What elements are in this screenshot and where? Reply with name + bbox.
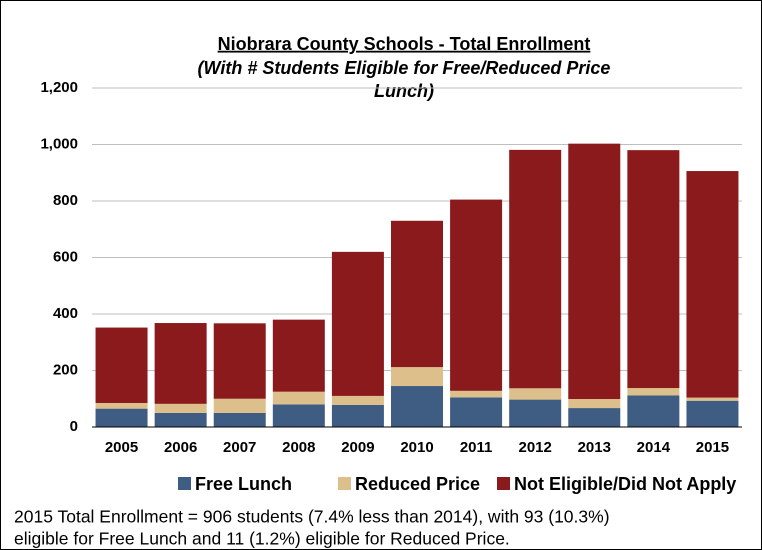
bar-segment [686,397,739,401]
legend-label: Not Eligible/Did Not Apply [514,474,736,494]
x-tick-label: 2008 [282,439,315,456]
legend-label: Free Lunch [195,474,292,494]
x-tick-label: 2013 [578,439,611,456]
bar-segment [450,199,503,391]
y-tick-label: 600 [53,248,78,265]
bar-segment [331,404,384,427]
bar-segment [154,403,207,413]
bar-segment [213,412,266,427]
bar-segment [509,149,562,389]
x-tick-label: 2012 [518,439,551,456]
bar-segment [391,220,443,368]
x-tick-label: 2014 [637,439,671,456]
bar-segment [95,327,148,403]
bar-segment [272,391,325,405]
x-tick-label: 2005 [105,439,138,456]
bar-segment [391,386,443,427]
y-tick-label: 1,000 [40,135,78,152]
bar-segment [213,323,266,399]
bar-segment [331,395,384,405]
bar-segment [627,150,680,389]
bar-segment [154,412,207,427]
chart-subtitle: (With # Students Eligible for Free/Reduc… [198,58,611,78]
bar-segment [686,171,739,398]
x-tick-label: 2009 [341,439,374,456]
bar-segment [627,395,680,427]
legend-swatch [338,477,351,490]
x-tick-label: 2006 [164,439,197,456]
x-tick-label: 2010 [400,439,433,456]
legend-label: Reduced Price [355,474,480,494]
bar-segment [450,390,503,398]
footnote: eligible for Free Lunch and 11 (1.2%) el… [14,529,510,549]
bar-segment [568,408,621,427]
y-tick-label: 400 [53,305,78,322]
y-tick-label: 800 [53,192,78,209]
footnote: 2015 Total Enrollment = 906 students (7.… [14,507,610,527]
bar-segment [272,404,325,427]
bar-segment [95,402,148,409]
legend-swatch [178,477,191,490]
bar-segment [686,400,739,427]
bar-segment [568,143,621,400]
bar-segment [450,397,503,427]
y-tick-label: 0 [70,418,78,435]
bar-segment [213,398,266,413]
y-tick-label: 1,200 [40,79,78,96]
x-tick-label: 2011 [460,439,493,456]
x-tick-label: 2015 [696,439,729,456]
bar-segment [154,323,207,404]
bar-segment [509,388,562,400]
chart-subtitle: Lunch) [374,81,434,101]
x-tick-label: 2007 [223,439,256,456]
bar-segment [391,367,443,387]
bar-segment [627,388,680,396]
bar-segment [509,399,562,427]
bar-segment [331,251,384,396]
chart-title: Niobrara County Schools - Total Enrollme… [218,34,591,54]
legend-swatch [497,477,510,490]
bar-segment [272,319,325,392]
bar-segment [95,408,148,427]
y-tick-label: 200 [53,361,78,378]
bar-segment [568,399,621,409]
